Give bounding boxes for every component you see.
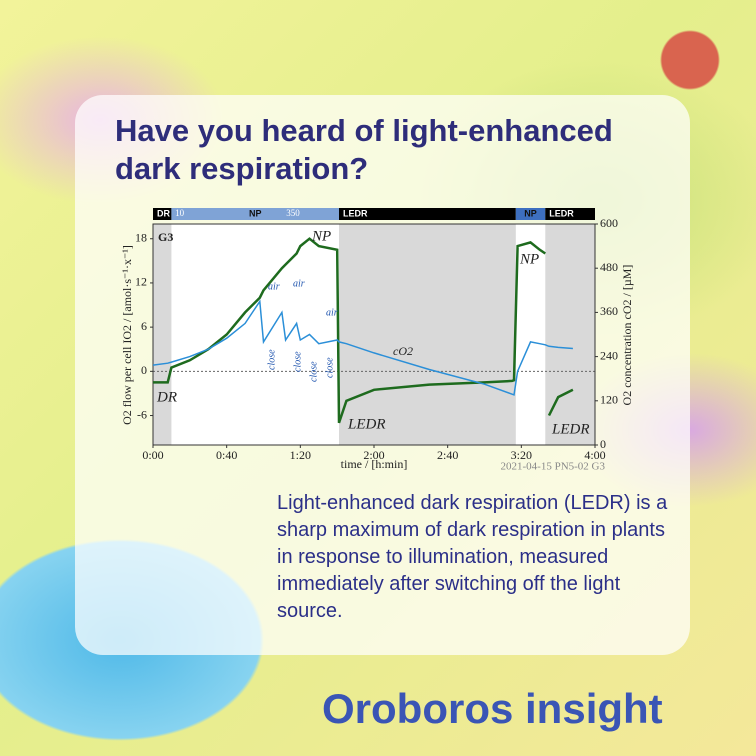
footnote: 2021-04-15 PN5-02 G3: [501, 461, 606, 473]
phase-bar: [153, 208, 172, 220]
y-tick-label: -6: [137, 407, 147, 421]
y2-tick-label: 600: [600, 216, 618, 230]
brand: Oroboros insight: [322, 685, 663, 732]
x-tick-label: 1:20: [290, 448, 311, 462]
x-tick-label: 2:00: [363, 448, 384, 462]
phase-bar: [171, 208, 340, 220]
y2-tick-label: 240: [600, 348, 618, 362]
annotation: air: [293, 278, 305, 289]
annotation: LEDR: [347, 416, 386, 432]
y2-tick-label: 360: [600, 304, 618, 318]
annotation: air: [268, 281, 280, 292]
y-axis-label: O2 flow per cell IO2 / [amol·s⁻¹·x⁻¹]: [120, 245, 134, 425]
annotation: NP: [311, 228, 331, 244]
intensity-label: 10: [175, 208, 185, 218]
phase-label: LEDR: [549, 208, 574, 218]
annotation: LEDR: [551, 421, 590, 437]
phase-label: NP: [524, 208, 537, 218]
annotation: close: [292, 351, 303, 372]
x-tick-label: 2:40: [437, 448, 458, 462]
y2-tick-label: 0: [600, 437, 606, 451]
phase-bar: [339, 208, 516, 220]
intensity-label: 350: [286, 208, 300, 218]
annotation: close: [266, 349, 277, 370]
annotation: close: [324, 357, 335, 378]
headline: Have you heard of light-enhanced dark re…: [115, 113, 613, 186]
y-tick-label: 12: [135, 275, 147, 289]
x-tick-label: 0:40: [216, 448, 237, 462]
phase-label: DR: [157, 208, 170, 218]
description: Light-enhanced dark respiration (LEDR) i…: [277, 492, 668, 622]
plot-frame: [152, 223, 596, 446]
y-tick-label: 18: [135, 230, 147, 244]
series-line: [153, 237, 574, 424]
y2-axis-label: O2 concentration cO2 / [µM]: [620, 265, 634, 406]
y-tick-label: 6: [141, 319, 147, 333]
phase-bar: [515, 208, 546, 220]
annotation: air: [326, 307, 338, 318]
dark-phase-shade: [153, 224, 172, 445]
dark-phase-shade: [339, 224, 516, 445]
annotation: NP: [519, 251, 539, 267]
dark-phase-shade: [545, 224, 595, 445]
y2-tick-label: 120: [600, 393, 618, 407]
phase-bar: [545, 208, 595, 220]
annotation: close: [308, 361, 319, 382]
annotation: DR: [156, 389, 177, 405]
series-line: [152, 299, 573, 396]
x-tick-label: 4:00: [584, 448, 605, 462]
x-axis-label: time / [h:min]: [341, 457, 408, 471]
phase-label: NP: [249, 208, 262, 218]
panel-label: G3: [158, 230, 173, 244]
series-label: cO2: [393, 344, 413, 358]
y2-tick-label: 480: [600, 260, 618, 274]
phase-label: LEDR: [343, 208, 368, 218]
y-tick-label: 0: [141, 363, 147, 377]
x-tick-label: 0:00: [142, 448, 163, 462]
x-tick-label: 3:20: [511, 448, 532, 462]
